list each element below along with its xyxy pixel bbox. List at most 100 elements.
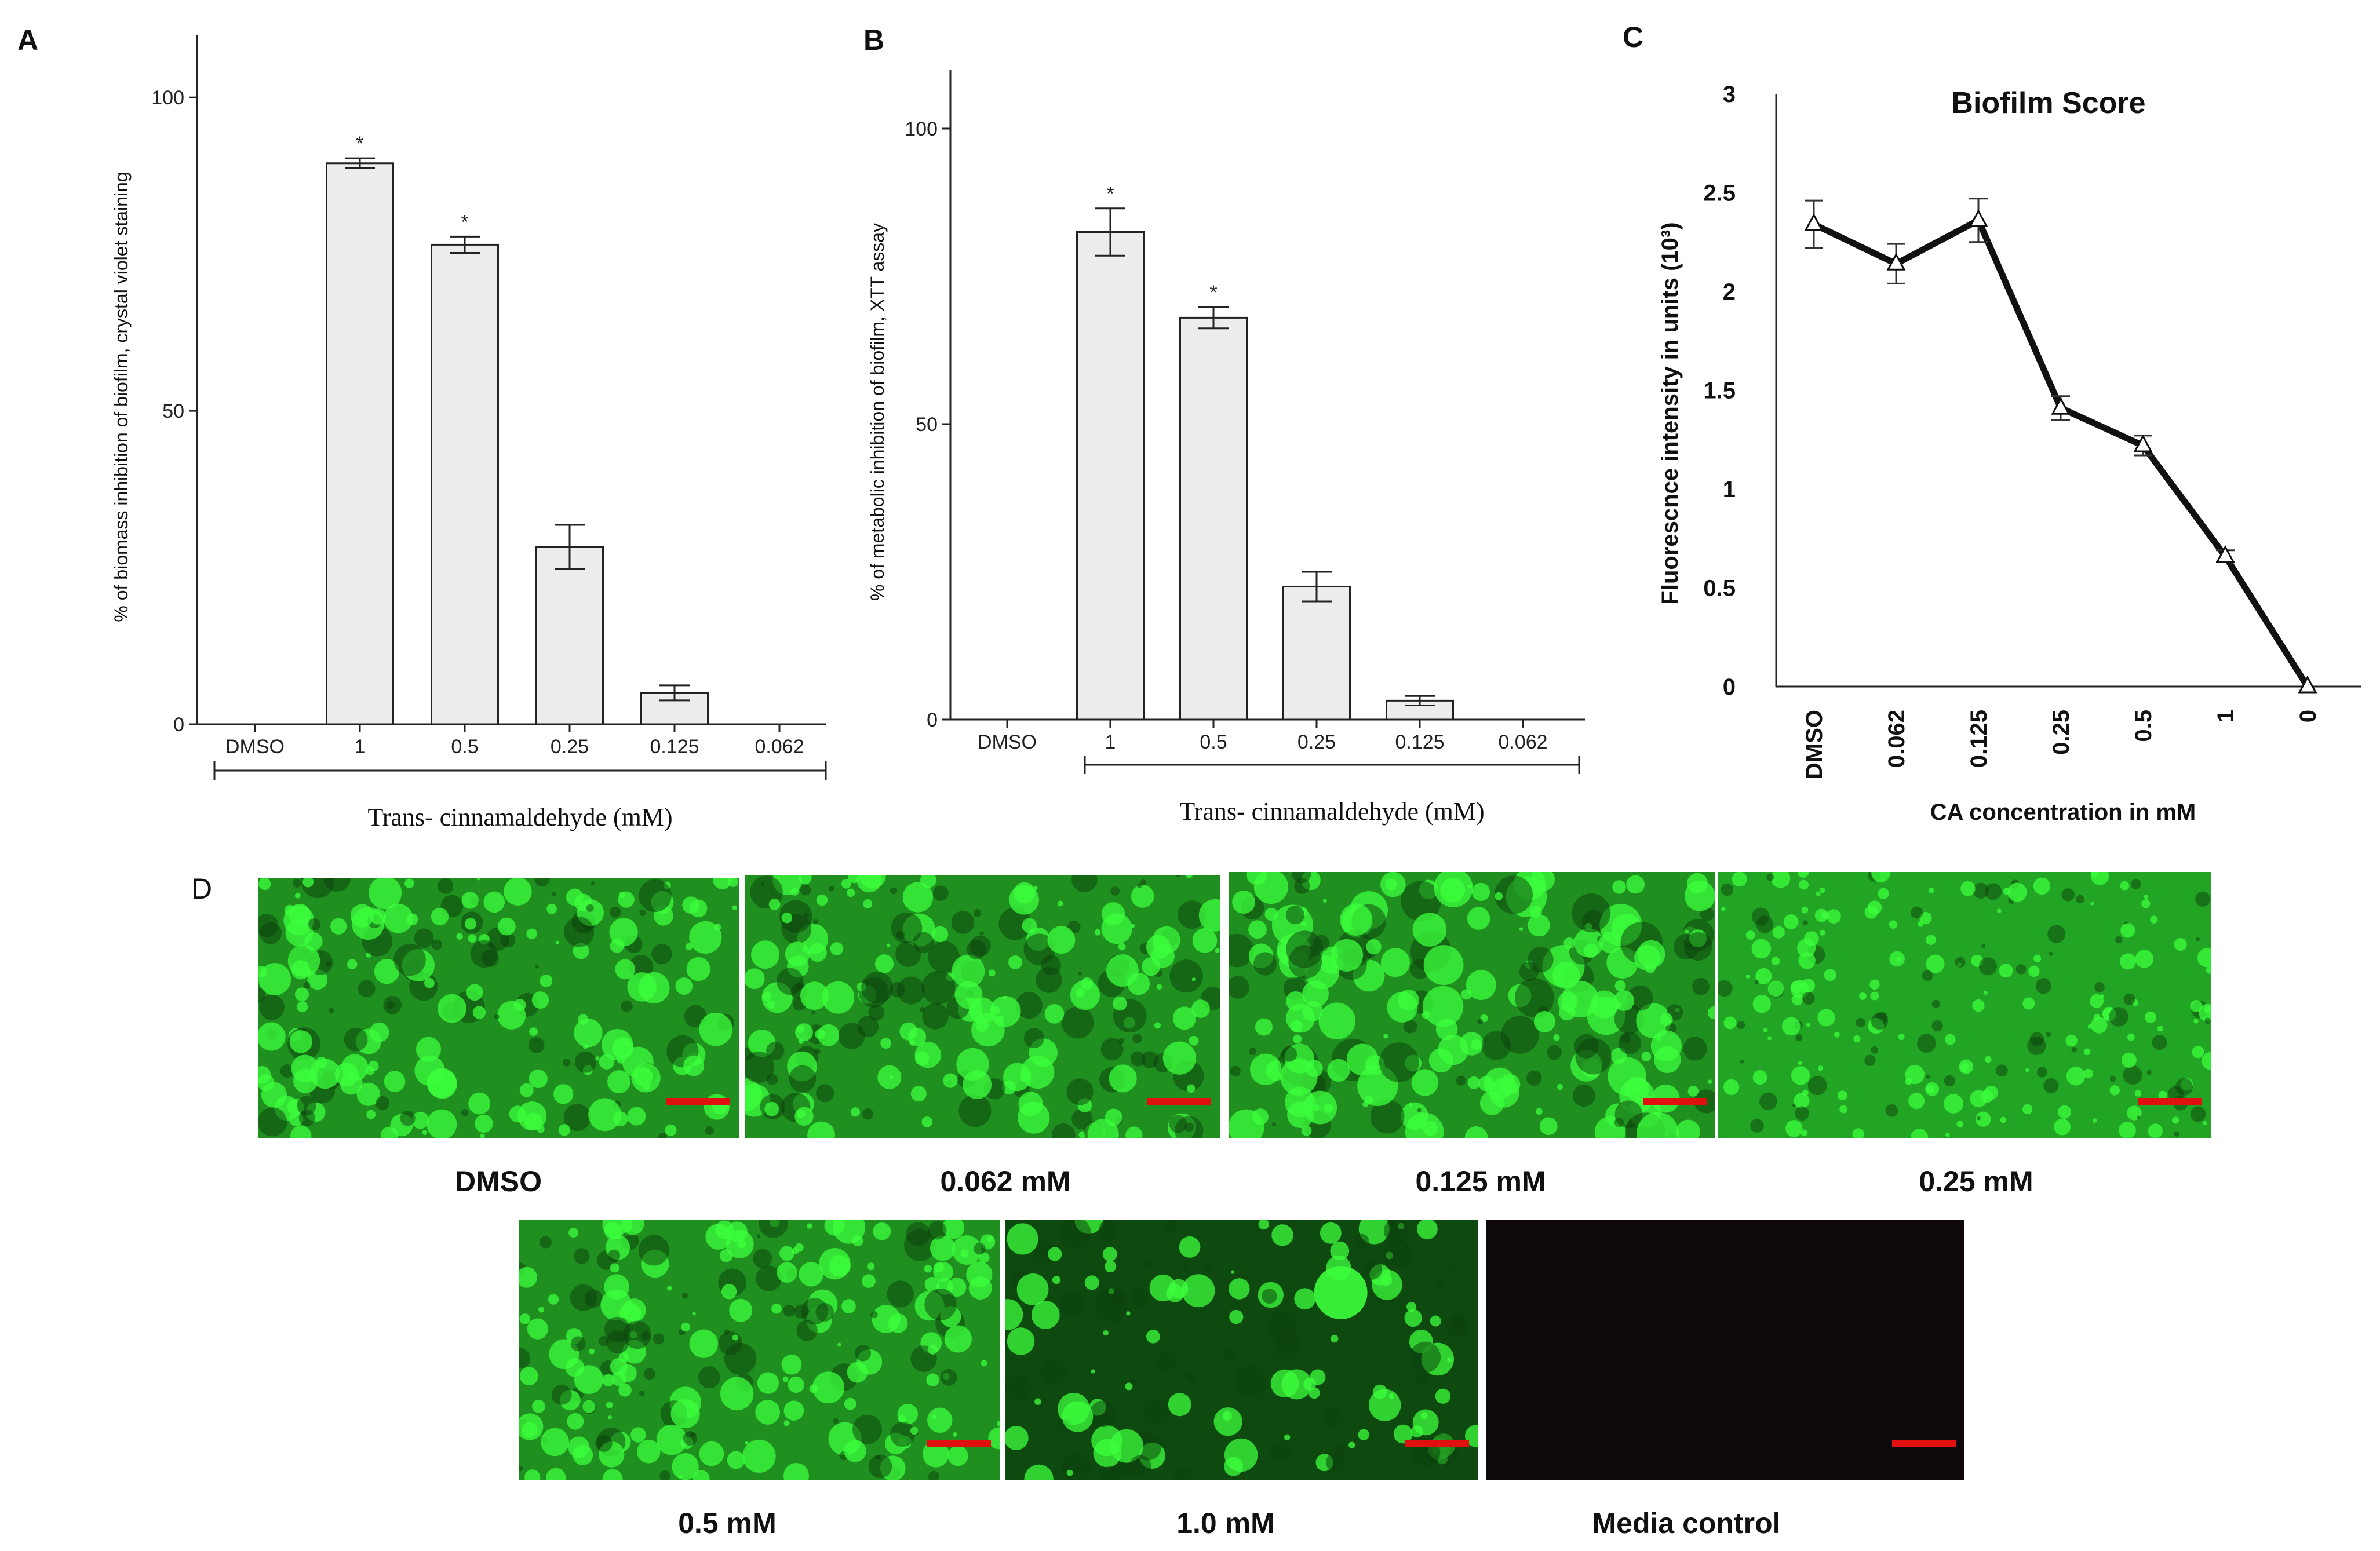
fluorescent-spot: [1294, 1288, 1316, 1310]
fluorescent-spot: [1477, 1019, 1484, 1025]
significance-marker: *: [1106, 183, 1114, 205]
fluorescent-spot: [924, 1288, 957, 1321]
fluorescent-spot: [906, 1222, 930, 1246]
fluorescent-spot: [863, 899, 873, 908]
fluorescent-spot: [1782, 1017, 1801, 1036]
fluorescent-spot: [500, 932, 516, 948]
fluorescent-spot: [1007, 1223, 1038, 1255]
fluorescent-spot: [966, 1261, 993, 1288]
fluorescent-spot: [1972, 999, 1985, 1012]
fluorescent-spot: [2036, 1067, 2048, 1078]
fluorescent-spot: [521, 1422, 538, 1439]
fluorescent-spot: [1146, 935, 1171, 959]
fluorescent-spot: [2027, 1037, 2046, 1056]
fluorescent-spot: [2123, 1065, 2142, 1085]
fluorescent-spot: [1140, 879, 1147, 886]
fluorescent-spot: [2202, 1121, 2207, 1126]
fluorescent-spot: [1626, 875, 1645, 894]
fluorescent-spot: [777, 1262, 797, 1283]
fluorescent-spot: [1403, 1019, 1417, 1034]
fluorescent-spot: [1558, 1003, 1576, 1021]
fluorescent-spot: [1434, 872, 1473, 907]
fluorescent-spot: [1186, 875, 1193, 878]
fluorescent-spot: [573, 943, 589, 959]
fluorescent-spot: [1574, 928, 1603, 958]
fluorescent-spot: [685, 943, 693, 951]
fluorescent-spot: [570, 1284, 597, 1311]
y-tick-label: 0: [173, 714, 184, 736]
fluorescent-spot: [1797, 872, 1809, 878]
fluorescent-spot: [890, 981, 905, 998]
significance-marker: *: [461, 211, 468, 233]
fluorescent-spot: [1100, 1038, 1124, 1061]
fluorescent-spot: [759, 1220, 788, 1238]
fluorescent-spot: [720, 1377, 754, 1411]
x-tick-label: DMSO: [1802, 710, 1827, 779]
fluorescent-spot: [899, 1022, 918, 1041]
fluorescent-spot: [1417, 1220, 1438, 1240]
fluorescent-spot: [461, 1109, 469, 1116]
fluorescent-spot: [1868, 900, 1882, 915]
fluorescent-spot: [1250, 1053, 1282, 1086]
fluorescent-spot: [1802, 992, 1815, 1005]
y-tick-label: 0: [1723, 674, 1736, 700]
fluorescent-spot: [1301, 921, 1306, 927]
fluorescent-spot: [1324, 1407, 1344, 1428]
fluorescent-spot: [1428, 1048, 1453, 1073]
fluorescent-spot: [1519, 961, 1539, 981]
fluorescent-spot: [383, 903, 413, 933]
fluorescent-spot: [1885, 1104, 1898, 1117]
fluorescent-spot: [287, 944, 320, 977]
fluorescent-spot: [952, 954, 985, 988]
fluorescent-spot: [1816, 891, 1821, 896]
fluorescent-spot: [2022, 1104, 2033, 1115]
fluorescent-spot: [782, 1376, 789, 1382]
fluorescent-spot: [610, 939, 624, 953]
fluorescent-spot: [828, 885, 834, 892]
fluorescent-spot: [1305, 1060, 1323, 1078]
fluorescent-spot: [427, 1068, 457, 1098]
fluorescent-spot: [1955, 957, 1966, 968]
fluorescent-spot: [575, 1051, 597, 1073]
fluorescent-spot: [816, 894, 828, 906]
fluorescent-spot: [887, 1280, 914, 1308]
fluorescent-spot: [1467, 907, 1490, 930]
fluorescent-spot: [483, 891, 505, 913]
fluorescent-spot: [2174, 1131, 2179, 1137]
fluorescent-spot: [1878, 888, 1889, 900]
fluorescent-spot: [609, 906, 621, 918]
fluorescent-spot: [2121, 1052, 2137, 1068]
fluorescent-spot: [932, 1414, 937, 1419]
y-tick-label: 100: [905, 118, 938, 140]
fluorescent-spot: [705, 1126, 715, 1136]
fluorescent-spot: [808, 943, 828, 962]
fluorescent-spot: [1354, 1233, 1369, 1250]
fluorescent-spot: [2202, 1052, 2211, 1070]
fluorescent-spot: [1422, 1010, 1430, 1019]
fluorescent-spot: [745, 1051, 775, 1083]
fluorescent-spot: [438, 994, 466, 1023]
fluorescent-spot: [376, 1096, 390, 1110]
fluorescent-spot: [1499, 1074, 1521, 1095]
fluorescent-spot: [1168, 1393, 1191, 1417]
fluorescent-spot: [1945, 1132, 1950, 1137]
fluorescent-spot: [777, 968, 804, 995]
fluorescent-spot: [1641, 1052, 1652, 1061]
fluorescent-spot: [2046, 1031, 2051, 1037]
fluorescent-spot: [602, 1374, 615, 1387]
fluorescent-spot: [781, 912, 793, 924]
fluorescent-spot: [1094, 929, 1101, 936]
fluorescent-spot: [1683, 1037, 1707, 1061]
fluorescent-spot: [832, 1220, 866, 1244]
fluorescent-spot: [921, 1116, 933, 1127]
fluorescent-spot: [1127, 972, 1150, 995]
fluorescent-spot: [1905, 1064, 1925, 1085]
fluorescent-spot: [1430, 1315, 1441, 1327]
fluorescent-spot: [1795, 1106, 1810, 1121]
fluorescent-spot: [2134, 1090, 2142, 1097]
fluorescent-spot: [924, 1265, 932, 1273]
fluorescent-spot: [330, 918, 347, 935]
fluorescent-spot: [922, 1002, 949, 1030]
fluorescent-spot: [1752, 994, 1772, 1013]
